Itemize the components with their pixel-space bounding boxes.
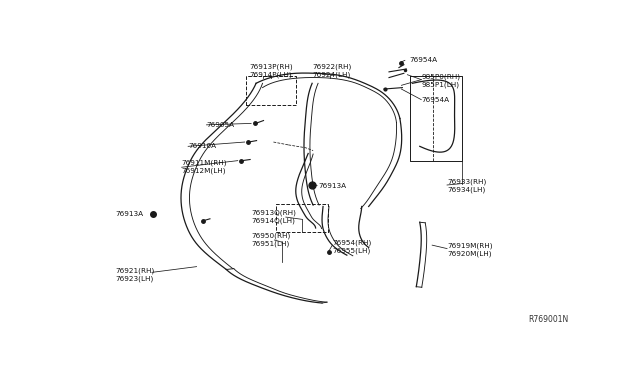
Text: 76910A: 76910A xyxy=(188,143,216,149)
Text: 76913Q(RH)
76914Q(LH): 76913Q(RH) 76914Q(LH) xyxy=(251,210,296,224)
Text: 985P0(RH)
985P1(LH): 985P0(RH) 985P1(LH) xyxy=(421,73,460,88)
Text: 76911M(RH)
76912M(LH): 76911M(RH) 76912M(LH) xyxy=(182,160,227,174)
Text: 76913P(RH)
76914P(LH): 76913P(RH) 76914P(LH) xyxy=(249,63,292,78)
Text: 76922(RH)
76924(LH): 76922(RH) 76924(LH) xyxy=(312,63,351,78)
Text: 76921(RH)
76923(LH): 76921(RH) 76923(LH) xyxy=(116,268,155,282)
Bar xyxy=(276,203,328,232)
Text: 76954(RH)
76955(LH): 76954(RH) 76955(LH) xyxy=(332,239,371,254)
Text: 76950(RH)
76951(LH): 76950(RH) 76951(LH) xyxy=(251,233,291,247)
Text: 76954A: 76954A xyxy=(421,97,449,103)
Text: R769001N: R769001N xyxy=(528,315,568,324)
Bar xyxy=(246,76,296,105)
Text: 76913A: 76913A xyxy=(318,183,346,189)
Text: 76933(RH)
76934(LH): 76933(RH) 76934(LH) xyxy=(447,178,486,193)
Text: 76954A: 76954A xyxy=(410,57,438,63)
Text: 76913A: 76913A xyxy=(116,211,144,217)
Text: 76919M(RH)
76920M(LH): 76919M(RH) 76920M(LH) xyxy=(447,242,493,257)
Text: 76905A: 76905A xyxy=(207,122,235,128)
